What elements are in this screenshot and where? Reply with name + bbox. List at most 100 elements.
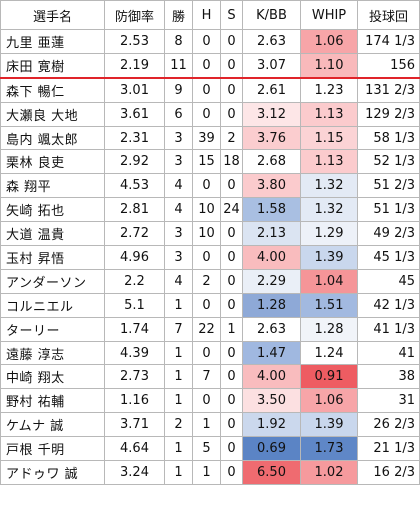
cell-wins[interactable]: 1: [164, 388, 193, 414]
cell-holds[interactable]: 39: [192, 125, 221, 151]
cell-whip[interactable]: 1.29: [300, 221, 358, 247]
cell-kbb[interactable]: 3.80: [242, 173, 301, 199]
cell-kbb[interactable]: 0.69: [242, 436, 301, 462]
cell-whip[interactable]: 1.28: [300, 316, 358, 342]
cell-holds[interactable]: 0: [192, 388, 221, 414]
cell-saves[interactable]: 1: [220, 316, 243, 342]
cell-whip[interactable]: 1.73: [300, 436, 358, 462]
cell-holds[interactable]: 0: [192, 173, 221, 199]
cell-wins[interactable]: 6: [164, 101, 193, 127]
cell-wins[interactable]: 4: [164, 173, 193, 199]
cell-saves[interactable]: 0: [220, 388, 243, 414]
cell-kbb[interactable]: 4.00: [242, 364, 301, 390]
cell-innings[interactable]: 58 1/3: [357, 125, 420, 151]
cell-holds[interactable]: 1: [192, 412, 221, 438]
cell-wins[interactable]: 1: [164, 436, 193, 462]
cell-era[interactable]: 3.01: [104, 77, 165, 103]
cell-name[interactable]: 大瀬良 大地: [0, 101, 105, 127]
cell-name[interactable]: 森下 暢仁: [0, 77, 105, 103]
cell-holds[interactable]: 5: [192, 436, 221, 462]
cell-innings[interactable]: 45: [357, 268, 420, 294]
cell-kbb[interactable]: 3.07: [242, 52, 301, 79]
cell-holds[interactable]: 0: [192, 77, 221, 103]
cell-saves[interactable]: 0: [220, 77, 243, 103]
cell-kbb[interactable]: 1.47: [242, 340, 301, 366]
cell-era[interactable]: 3.71: [104, 412, 165, 438]
cell-whip[interactable]: 1.13: [300, 149, 358, 175]
cell-name[interactable]: 床田 寛樹: [0, 52, 105, 79]
cell-saves[interactable]: 0: [220, 52, 243, 79]
cell-name[interactable]: 遠藤 淳志: [0, 340, 105, 366]
cell-saves[interactable]: 0: [220, 340, 243, 366]
cell-whip[interactable]: 0.91: [300, 364, 358, 390]
cell-era[interactable]: 2.53: [104, 29, 165, 54]
cell-name[interactable]: 野村 祐輔: [0, 388, 105, 414]
cell-holds[interactable]: 7: [192, 364, 221, 390]
cell-innings[interactable]: 45 1/3: [357, 245, 420, 270]
cell-kbb[interactable]: 6.50: [242, 460, 301, 485]
cell-whip[interactable]: 1.10: [300, 52, 358, 79]
cell-kbb[interactable]: 2.68: [242, 149, 301, 175]
cell-innings[interactable]: 129 2/3: [357, 101, 420, 127]
cell-whip[interactable]: 1.39: [300, 245, 358, 270]
cell-kbb[interactable]: 1.28: [242, 292, 301, 318]
cell-era[interactable]: 2.31: [104, 125, 165, 151]
cell-holds[interactable]: 0: [192, 245, 221, 270]
cell-era[interactable]: 2.73: [104, 364, 165, 390]
cell-holds[interactable]: 10: [192, 197, 221, 223]
cell-era[interactable]: 2.2: [104, 268, 165, 294]
cell-kbb[interactable]: 1.58: [242, 197, 301, 223]
cell-innings[interactable]: 156: [357, 52, 420, 79]
cell-innings[interactable]: 41 1/3: [357, 316, 420, 342]
cell-name[interactable]: コルニエル: [0, 292, 105, 318]
cell-whip[interactable]: 1.39: [300, 412, 358, 438]
cell-wins[interactable]: 3: [164, 245, 193, 270]
cell-innings[interactable]: 131 2/3: [357, 77, 420, 103]
cell-era[interactable]: 4.64: [104, 436, 165, 462]
cell-whip[interactable]: 1.02: [300, 460, 358, 485]
cell-name[interactable]: アンダーソン: [0, 268, 105, 294]
cell-name[interactable]: アドゥワ 誠: [0, 460, 105, 485]
cell-innings[interactable]: 52 1/3: [357, 149, 420, 175]
cell-whip[interactable]: 1.04: [300, 268, 358, 294]
cell-innings[interactable]: 174 1/3: [357, 29, 420, 54]
cell-holds[interactable]: 2: [192, 268, 221, 294]
cell-era[interactable]: 4.53: [104, 173, 165, 199]
cell-holds[interactable]: 22: [192, 316, 221, 342]
cell-name[interactable]: 玉村 昇悟: [0, 245, 105, 270]
cell-saves[interactable]: 2: [220, 125, 243, 151]
cell-saves[interactable]: 0: [220, 173, 243, 199]
cell-kbb[interactable]: 2.13: [242, 221, 301, 247]
cell-name[interactable]: 森 翔平: [0, 173, 105, 199]
cell-kbb[interactable]: 3.50: [242, 388, 301, 414]
cell-saves[interactable]: 0: [220, 245, 243, 270]
cell-name[interactable]: 矢崎 拓也: [0, 197, 105, 223]
cell-whip[interactable]: 1.13: [300, 101, 358, 127]
cell-kbb[interactable]: 1.92: [242, 412, 301, 438]
cell-name[interactable]: 九里 亜蓮: [0, 29, 105, 54]
cell-wins[interactable]: 8: [164, 29, 193, 54]
cell-saves[interactable]: 0: [220, 221, 243, 247]
cell-era[interactable]: 4.96: [104, 245, 165, 270]
cell-era[interactable]: 2.92: [104, 149, 165, 175]
cell-holds[interactable]: 15: [192, 149, 221, 175]
cell-saves[interactable]: 24: [220, 197, 243, 223]
cell-holds[interactable]: 1: [192, 460, 221, 485]
cell-whip[interactable]: 1.06: [300, 388, 358, 414]
cell-saves[interactable]: 0: [220, 436, 243, 462]
cell-holds[interactable]: 0: [192, 52, 221, 79]
cell-innings[interactable]: 41: [357, 340, 420, 366]
cell-name[interactable]: 大道 温貴: [0, 221, 105, 247]
cell-wins[interactable]: 3: [164, 221, 193, 247]
cell-saves[interactable]: 0: [220, 268, 243, 294]
cell-name[interactable]: 栗林 良吏: [0, 149, 105, 175]
cell-wins[interactable]: 3: [164, 125, 193, 151]
cell-innings[interactable]: 26 2/3: [357, 412, 420, 438]
cell-innings[interactable]: 31: [357, 388, 420, 414]
cell-era[interactable]: 2.81: [104, 197, 165, 223]
cell-saves[interactable]: 18: [220, 149, 243, 175]
cell-kbb[interactable]: 3.76: [242, 125, 301, 151]
cell-name[interactable]: ケムナ 誠: [0, 412, 105, 438]
cell-innings[interactable]: 51 2/3: [357, 173, 420, 199]
cell-name[interactable]: 戸根 千明: [0, 436, 105, 462]
